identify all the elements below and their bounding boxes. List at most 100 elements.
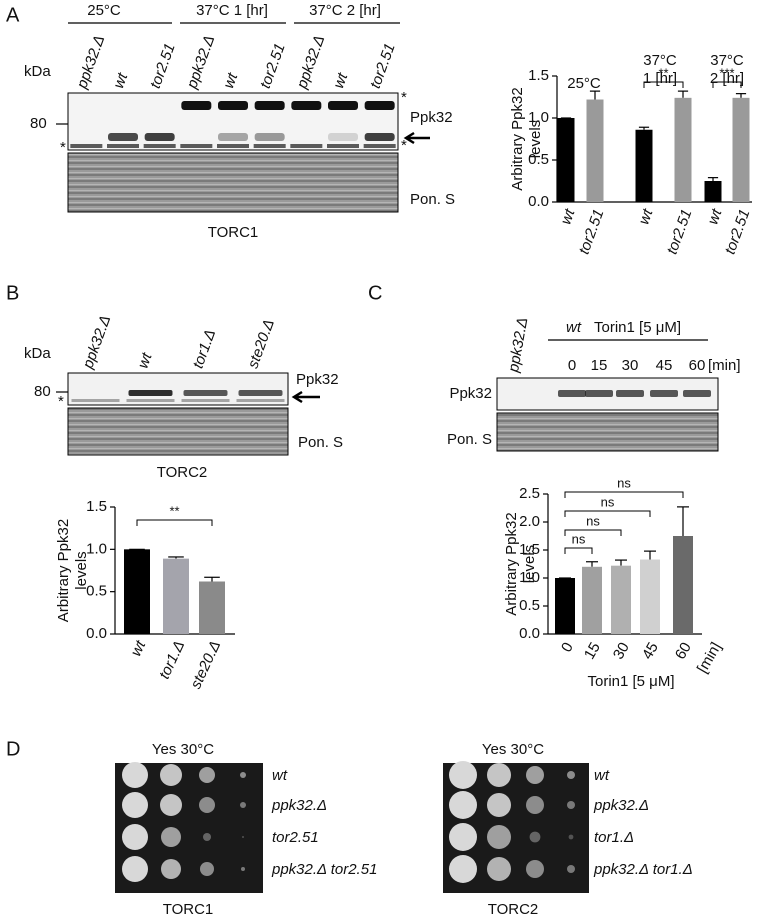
- band: [126, 399, 175, 402]
- band: [107, 144, 139, 148]
- spot: [449, 761, 477, 789]
- y-axis-label: Arbitrary Ppk32: [509, 87, 526, 190]
- y-tick-label: 1.0: [519, 569, 540, 586]
- significance-bracket: [564, 510, 651, 517]
- treatment-label: Torin1 [5 μM]: [594, 319, 681, 336]
- condition-label: 37°C 1 [hr]: [196, 2, 268, 19]
- bar: [732, 97, 750, 202]
- band: [616, 390, 644, 397]
- spot: [122, 856, 148, 882]
- band: [558, 390, 586, 397]
- band: [236, 399, 285, 402]
- plate-title: Yes 30°C: [482, 741, 544, 758]
- significance-bracket: [564, 529, 622, 536]
- band: [364, 101, 395, 110]
- kda-label: kDa: [24, 345, 51, 362]
- significance-label: ns: [601, 494, 615, 509]
- band: [328, 101, 358, 110]
- band: [218, 133, 248, 141]
- asterisk: *: [401, 89, 407, 106]
- y-tick-label: 1.5: [528, 67, 549, 84]
- spot: [200, 862, 214, 876]
- band: [291, 101, 322, 110]
- group-label: 37°C: [643, 52, 677, 69]
- time-label: 30: [622, 357, 639, 374]
- marker-label: 80: [30, 115, 47, 132]
- lane-label: wt: [110, 70, 131, 91]
- y-tick-label: 1.5: [86, 498, 107, 515]
- y-axis-label: levels: [521, 545, 538, 583]
- asterisk: *: [58, 393, 64, 410]
- strain-label: ppk32.Δ: [593, 797, 649, 814]
- spot: [122, 792, 148, 818]
- significance-label: **: [658, 65, 668, 80]
- strain-label: wt: [566, 319, 582, 336]
- x-tick-label: wt: [704, 206, 725, 227]
- band: [585, 390, 613, 397]
- spot: [161, 827, 181, 847]
- band: [181, 399, 230, 402]
- lane-label: tor2.51: [367, 41, 399, 91]
- strain-label: ppk32.Δ tor2.51: [271, 861, 377, 878]
- spot: [567, 865, 575, 873]
- lane-label: tor2.51: [147, 41, 179, 91]
- band: [108, 133, 138, 141]
- y-tick-label: 1.0: [528, 109, 549, 126]
- bar: [124, 549, 150, 634]
- plate-caption: TORC2: [488, 901, 539, 918]
- band: [253, 144, 286, 148]
- y-axis-label: Arbitrary Ppk32: [503, 512, 520, 615]
- y-tick-label: 0.5: [519, 597, 540, 614]
- x-tick-label: wt: [127, 637, 149, 659]
- bar: [557, 118, 575, 202]
- band: [254, 133, 285, 141]
- strain-label: ppk32.Δ tor1.Δ: [593, 861, 693, 878]
- band: [144, 133, 175, 141]
- loading-label: Pon. S: [410, 191, 455, 208]
- significance-label: ns: [572, 531, 586, 546]
- lane-label: wt: [330, 70, 351, 91]
- lane-label: ppk32.Δ: [73, 33, 108, 92]
- spot: [568, 834, 574, 840]
- spot: [487, 825, 511, 849]
- bar: [640, 559, 660, 634]
- band: [363, 144, 396, 148]
- band: [217, 144, 249, 148]
- x-tick-label: tor2.51: [664, 207, 696, 257]
- lane-label: ppk32.Δ: [505, 316, 531, 374]
- y-tick-label: 1.5: [519, 541, 540, 558]
- significance-label: ***: [719, 65, 734, 80]
- condition-label: 25°C: [87, 2, 121, 19]
- significance-bracket: [564, 547, 593, 554]
- spot: [242, 836, 244, 838]
- strain-label: tor2.51: [272, 829, 319, 846]
- band: [683, 390, 711, 397]
- x-tick-label: tor2.51: [576, 207, 608, 257]
- spot: [487, 763, 511, 787]
- blot-a: 25°C 37°C 1 [hr] 37°C 2 [hr] kDa 80 * * …: [24, 2, 455, 241]
- y-axis-label: Arbitrary Ppk32: [55, 519, 72, 622]
- lane-label: tor2.51: [257, 41, 289, 91]
- spot: [567, 771, 575, 779]
- group-label: 37°C: [710, 52, 744, 69]
- significance-label: ns: [586, 513, 600, 528]
- y-tick-label: 0.0: [528, 193, 549, 210]
- lane-label: ppk32.Δ: [293, 33, 328, 92]
- x-tick-label: tor2.51: [722, 207, 754, 257]
- x-tick-label: wt: [557, 206, 578, 227]
- y-tick-label: 1.0: [86, 540, 107, 557]
- kda-label: kDa: [24, 63, 51, 80]
- x-tick-label: 60: [672, 639, 695, 662]
- spot: [240, 802, 246, 808]
- time-label: 15: [591, 357, 608, 374]
- arrow: [403, 131, 430, 145]
- spot: [199, 767, 215, 783]
- blot-caption: TORC2: [157, 464, 208, 481]
- band: [70, 144, 103, 148]
- band-label: Ppk32: [296, 371, 339, 388]
- spot: [122, 824, 148, 850]
- spot: [487, 793, 511, 817]
- spot: [449, 855, 477, 883]
- spot: [487, 857, 511, 881]
- y-tick-label: 2.5: [519, 485, 540, 502]
